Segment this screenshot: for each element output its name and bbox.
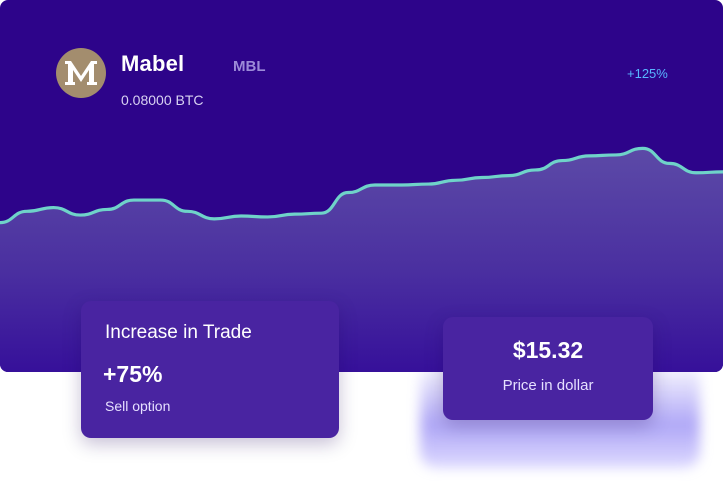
increase-in-trade-card[interactable]: Increase in Trade +75% Sell option (81, 301, 339, 438)
trade-card-title: Increase in Trade (105, 322, 252, 343)
price-value: $15.32 (512, 337, 584, 363)
sell-option-label: Sell option (105, 398, 171, 414)
coin-amount: 0.08000 BTC (121, 92, 204, 108)
coin-logo (56, 48, 106, 98)
coin-ticker: MBL (233, 58, 266, 75)
trade-increase-value: +75% (103, 361, 163, 387)
chart-price-line (0, 146, 723, 225)
change-percent-badge: +125% (627, 66, 668, 81)
price-in-dollar-card[interactable]: $15.32 Price in dollar (443, 317, 653, 420)
mabel-m-logo-icon (65, 61, 97, 85)
coin-name: Mabel (121, 51, 185, 76)
price-label: Price in dollar (502, 377, 594, 394)
